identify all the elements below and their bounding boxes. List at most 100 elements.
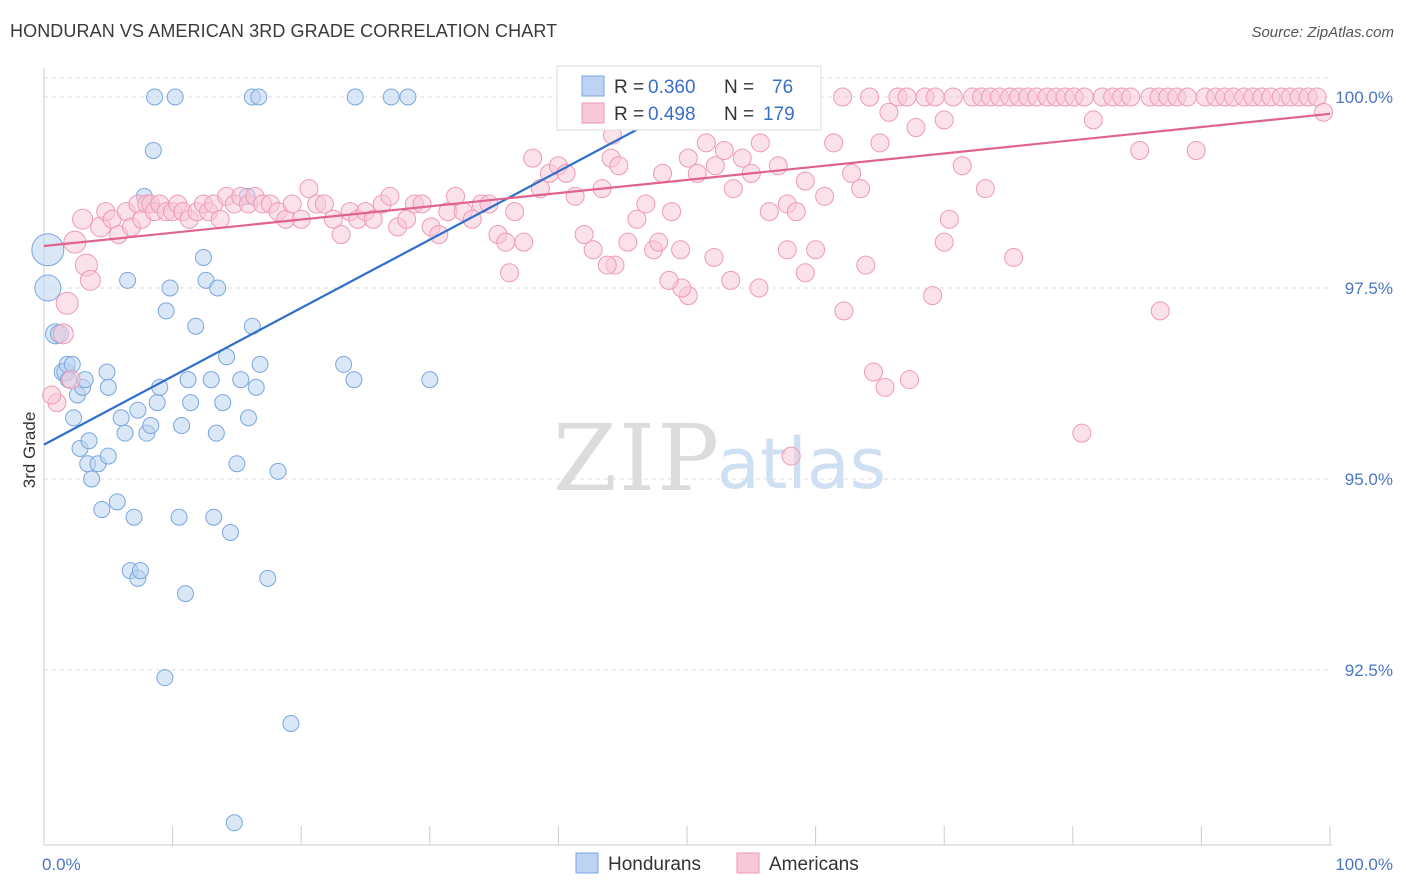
data-point [934, 110, 954, 130]
legend-r-label-hondurans: R = [614, 77, 644, 98]
y-axis-label: 3rd Grade [20, 412, 39, 489]
watermark-zip: ZIP [553, 405, 721, 512]
data-point [251, 355, 269, 373]
data-point [170, 508, 188, 526]
data-point [1072, 423, 1092, 443]
watermark-atlas: atlas [717, 423, 886, 505]
tick-labels: 100.0% 97.5% 95.0% 92.5% 0.0% 100.0% [42, 88, 1393, 874]
source-label: Source: ZipAtlas.com [1251, 24, 1394, 41]
data-point [144, 141, 162, 159]
data-point [446, 186, 466, 206]
data-point [705, 156, 725, 176]
data-point [975, 179, 995, 199]
data-point [156, 669, 174, 687]
trend-line-0 [43, 88, 714, 446]
data-point [31, 233, 65, 267]
data-point [750, 133, 770, 153]
data-point [627, 209, 647, 229]
data-point [346, 88, 364, 106]
data-point [269, 462, 287, 480]
data-point [714, 140, 734, 160]
bottom-legend-label-americans: Americans [769, 854, 859, 875]
data-point [1083, 110, 1103, 130]
data-point [210, 209, 230, 229]
data-point [259, 569, 277, 587]
data-point [777, 240, 797, 260]
data-point [1121, 87, 1141, 107]
legend-r-label-americans: R = [614, 104, 644, 125]
data-point [749, 278, 769, 298]
data-point [194, 248, 212, 266]
data-point [129, 401, 147, 419]
data-point [879, 102, 899, 122]
data-point [851, 179, 871, 199]
data-point [514, 232, 534, 252]
data-point [72, 208, 94, 230]
data-point [52, 323, 74, 345]
data-point [34, 274, 62, 302]
data-point [382, 88, 400, 106]
data-point [597, 255, 617, 275]
data-point [335, 355, 353, 373]
data-point [1177, 87, 1197, 107]
data-point [161, 279, 179, 297]
data-point [574, 225, 594, 245]
data-point [1150, 301, 1170, 321]
data-point [906, 118, 926, 138]
data-point [421, 371, 439, 389]
data-point [179, 371, 197, 389]
data-point [649, 232, 669, 252]
data-point [131, 562, 149, 580]
data-point [1130, 140, 1150, 160]
legend-n-value-americans: 179 [763, 104, 795, 125]
data-point [187, 317, 205, 335]
data-point [363, 209, 383, 229]
data-point [870, 133, 890, 153]
data-point [721, 270, 741, 290]
data-point [146, 88, 164, 106]
data-point [250, 88, 268, 106]
data-point [939, 209, 959, 229]
data-point [80, 432, 98, 450]
data-point [108, 493, 126, 511]
data-point [148, 394, 166, 412]
data-point [732, 148, 752, 168]
data-point [523, 148, 543, 168]
legend-r-value-hondurans: 0.360 [648, 77, 696, 98]
data-point [678, 148, 698, 168]
data-point [331, 225, 351, 245]
data-point [247, 378, 265, 396]
data-point [116, 424, 134, 442]
trend-lines [43, 88, 1331, 446]
legend-swatch-hondurans [581, 75, 605, 97]
data-point [923, 286, 943, 306]
data-point [412, 194, 432, 214]
data-point [636, 194, 656, 214]
data-point [609, 156, 629, 176]
data-point [662, 202, 682, 222]
trend-line-1 [43, 112, 1331, 248]
data-point [166, 88, 184, 106]
legend-n-label-americans: N = [724, 104, 754, 125]
data-point [55, 291, 79, 315]
data-point [202, 371, 220, 389]
data-point [1186, 140, 1206, 160]
data-point [225, 814, 243, 832]
data-point [399, 88, 417, 106]
data-point [397, 209, 417, 229]
data-point [1074, 87, 1094, 107]
data-point [119, 271, 137, 289]
legend-swatch-americans [581, 102, 605, 124]
data-point [505, 202, 525, 222]
legend-box: R = 0.360 N = 76 R = 0.498 N = 179 [556, 65, 822, 131]
data-point [232, 371, 250, 389]
legend-r-value-americans: 0.498 [648, 104, 696, 125]
data-point [496, 232, 516, 252]
chart-title: HONDURAN VS AMERICAN 3RD GRADE CORRELATI… [10, 21, 558, 41]
x-tick-label-max: 100.0% [1335, 855, 1393, 874]
data-point [205, 508, 223, 526]
data-point [860, 87, 880, 107]
data-point [65, 409, 83, 427]
data-point [282, 714, 300, 732]
